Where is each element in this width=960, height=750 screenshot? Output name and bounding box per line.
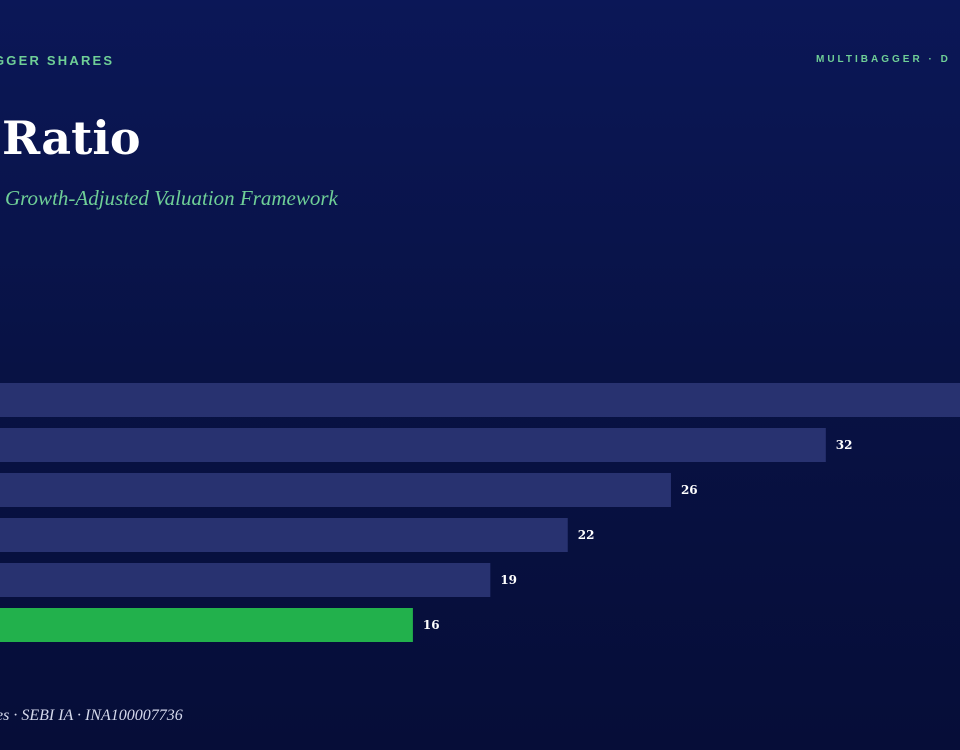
bar-value-label: 32 (836, 438, 853, 452)
header-left-label: GGER SHARES (0, 53, 115, 68)
bar (0, 473, 671, 507)
bar-value-label: 26 (681, 483, 698, 497)
bar-value-label: 16 (423, 618, 440, 632)
footer-text: es · SEBI IA · INA100007736 (0, 707, 183, 724)
header-right-label: MULTIBAGGER · D (816, 54, 951, 65)
bar (0, 428, 826, 462)
bar (0, 518, 568, 552)
bar (0, 563, 491, 597)
page-subtitle: Growth-Adjusted Valuation Framework (5, 186, 338, 210)
bar-value-label: 22 (578, 528, 595, 542)
page-title: Ratio (2, 111, 141, 165)
bar (0, 383, 960, 417)
bar-value-label: 19 (500, 573, 517, 587)
bar-highlight (0, 608, 413, 642)
